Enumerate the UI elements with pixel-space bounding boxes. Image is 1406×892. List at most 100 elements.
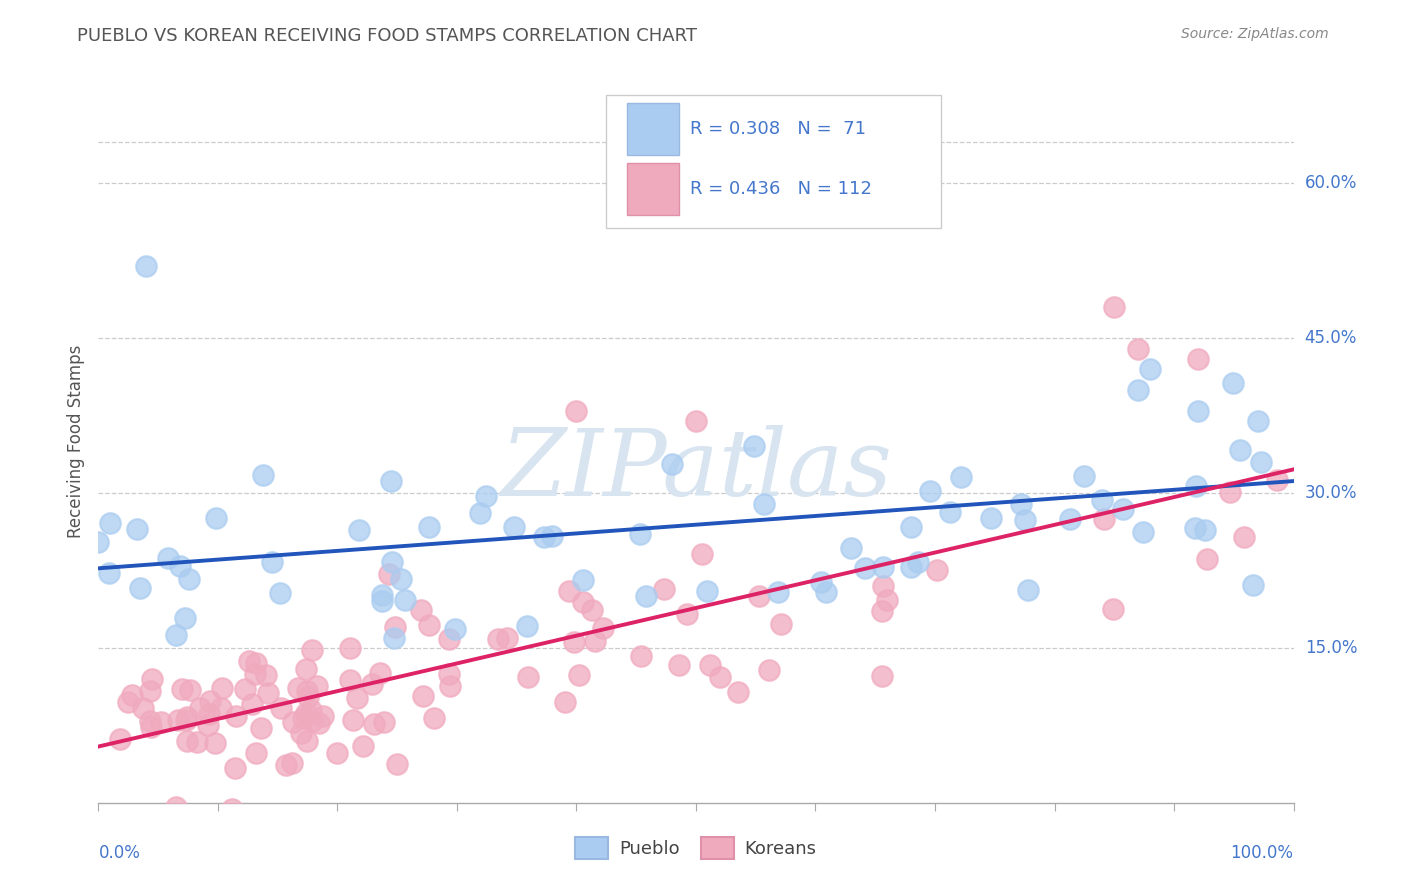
Point [1139, 362, 1161, 376]
Point [628, 526, 651, 541]
Point [281, 756, 304, 771]
Text: PUEBLO VS KOREAN RECEIVING FOOD STAMPS CORRELATION CHART: PUEBLO VS KOREAN RECEIVING FOOD STAMPS C… [77, 27, 697, 45]
Point [132, 701, 155, 715]
Text: 100.0%: 100.0% [1230, 845, 1294, 863]
Point [342, 714, 364, 728]
Point [381, 555, 404, 569]
Point [174, 610, 197, 624]
Point [190, 700, 212, 714]
Point [305, 679, 328, 693]
Point [1017, 582, 1039, 597]
Point [292, 710, 315, 724]
Point [872, 669, 894, 683]
Point [245, 746, 267, 760]
Point [900, 520, 922, 534]
Text: 0.0%: 0.0% [98, 845, 141, 863]
Point [167, 713, 190, 727]
Y-axis label: Receiving Food Stamps: Receiving Food Stamps [66, 345, 84, 538]
Point [439, 632, 461, 646]
Point [165, 628, 187, 642]
Point [172, 682, 194, 697]
Point [630, 648, 652, 663]
Point [233, 682, 256, 697]
Point [437, 666, 460, 681]
Point [238, 654, 260, 668]
Point [1229, 443, 1251, 458]
Point [699, 658, 721, 673]
Point [297, 690, 319, 705]
Point [554, 695, 576, 709]
Point [157, 550, 180, 565]
Point [475, 488, 498, 502]
Point [661, 457, 683, 471]
Point [290, 726, 312, 740]
Point [117, 695, 139, 709]
Point [1073, 468, 1095, 483]
Point [1219, 485, 1241, 500]
Point [675, 607, 697, 621]
Point [652, 582, 675, 597]
Point [568, 668, 591, 682]
Point [486, 632, 509, 646]
Text: 45.0%: 45.0% [1305, 329, 1357, 347]
Point [752, 497, 775, 511]
Point [516, 619, 538, 633]
Point [900, 559, 922, 574]
Point [346, 691, 368, 706]
Point [748, 589, 770, 603]
Point [169, 559, 191, 574]
Text: 30.0%: 30.0% [1305, 484, 1357, 502]
Point [1241, 577, 1264, 591]
Point [373, 714, 395, 729]
Point [326, 747, 349, 761]
Text: 15.0%: 15.0% [1305, 639, 1357, 657]
Point [925, 563, 948, 577]
Point [301, 643, 323, 657]
Point [1265, 473, 1288, 487]
Point [1250, 454, 1272, 468]
Point [685, 414, 707, 428]
Text: Source: ZipAtlas.com: Source: ZipAtlas.com [1181, 27, 1329, 41]
Point [815, 584, 838, 599]
Point [1184, 521, 1206, 535]
Point [371, 594, 394, 608]
Point [129, 581, 152, 595]
Point [418, 520, 440, 534]
Text: 60.0%: 60.0% [1305, 175, 1357, 193]
Text: ZIPatlas: ZIPatlas [501, 425, 891, 516]
Point [870, 605, 893, 619]
Point [299, 703, 322, 717]
Point [339, 640, 361, 655]
Point [690, 548, 713, 562]
Point [380, 474, 402, 488]
Point [301, 714, 323, 728]
Point [179, 683, 201, 698]
Point [176, 734, 198, 748]
Point [281, 714, 304, 729]
Point [592, 621, 614, 635]
Point [839, 541, 862, 556]
Point [564, 635, 586, 649]
Point [581, 603, 603, 617]
Point [211, 681, 233, 695]
Point [204, 736, 226, 750]
Point [242, 697, 264, 711]
Point [371, 588, 394, 602]
Point [256, 668, 278, 682]
Point [260, 555, 283, 569]
Point [225, 709, 247, 723]
Point [583, 634, 606, 648]
Point [287, 681, 309, 695]
Point [668, 657, 690, 672]
Point [269, 586, 291, 600]
Point [907, 555, 929, 569]
Point [198, 694, 221, 708]
Point [918, 484, 941, 499]
Point [980, 511, 1002, 525]
Point [1092, 511, 1115, 525]
Point [468, 506, 491, 520]
Point [1185, 479, 1208, 493]
Point [121, 688, 143, 702]
Point [1128, 342, 1150, 356]
Point [249, 721, 271, 735]
